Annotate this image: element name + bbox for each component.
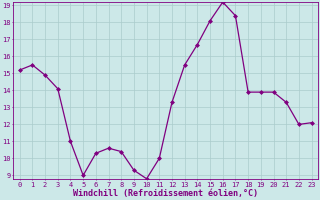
X-axis label: Windchill (Refroidissement éolien,°C): Windchill (Refroidissement éolien,°C) [73, 189, 258, 198]
